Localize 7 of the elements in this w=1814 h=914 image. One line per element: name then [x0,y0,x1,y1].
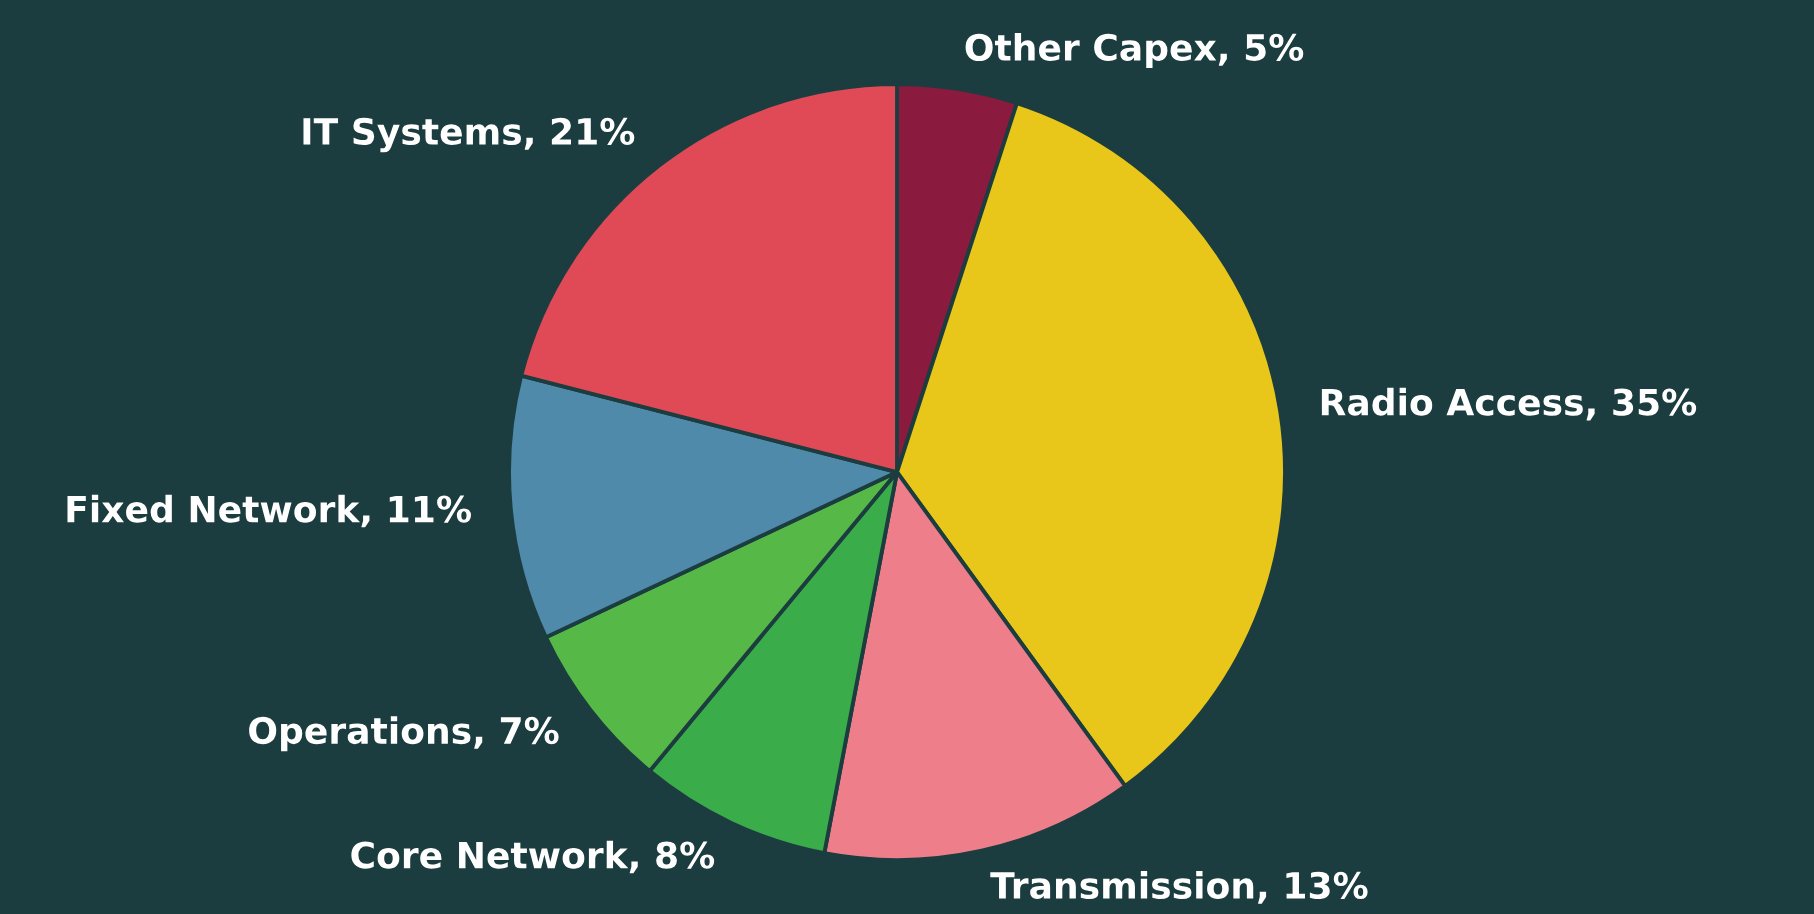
slice-label: Fixed Network, 11% [67,494,471,528]
slice-label: Operations, 7% [249,716,559,752]
slice-label: Core Network, 8% [351,840,715,874]
slice-label: Other Capex, 5% [965,33,1304,69]
slice-label: IT Systems, 21% [303,117,635,153]
slice-label: Transmission, 13% [990,871,1368,904]
slice-label: Radio Access, 35% [1321,387,1697,421]
